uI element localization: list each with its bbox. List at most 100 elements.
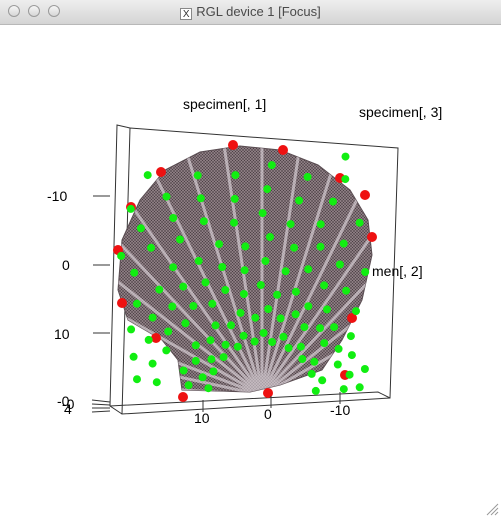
green-landmark xyxy=(184,381,193,390)
green-landmark xyxy=(148,359,157,368)
green-landmark xyxy=(310,357,319,366)
x-tick-label: 10 xyxy=(194,410,210,426)
green-landmark xyxy=(263,185,272,194)
shell-rib xyxy=(261,375,372,392)
green-landmark xyxy=(352,307,360,316)
red-landmark xyxy=(156,167,166,177)
green-landmark xyxy=(311,386,320,395)
green-landmark xyxy=(129,352,138,361)
green-landmark xyxy=(240,266,249,275)
green-landmark xyxy=(204,384,213,393)
shell-rib xyxy=(177,146,264,392)
shell-rib xyxy=(218,146,264,392)
axis-label-specimen-2: men[, 2] xyxy=(372,263,423,279)
title-bar[interactable]: X RGL device 1 [Focus] xyxy=(0,0,501,25)
z-tick-label: -0 xyxy=(62,396,75,412)
green-landmark xyxy=(316,324,324,333)
green-landmark xyxy=(339,239,348,248)
green-landmark xyxy=(181,319,190,328)
green-landmark xyxy=(347,351,356,360)
x11-icon: X xyxy=(180,8,193,20)
green-landmark xyxy=(281,267,290,276)
green-landmark xyxy=(298,355,307,363)
close-button[interactable] xyxy=(8,5,20,17)
red-landmark xyxy=(367,232,377,242)
green-landmark xyxy=(345,370,354,379)
z-tick-label: -0 xyxy=(57,393,70,409)
axis-label-specimen-1: specimen[, 1] xyxy=(183,96,267,112)
red-landmark xyxy=(347,313,357,323)
shell-mesh xyxy=(117,145,373,393)
green-landmark xyxy=(155,285,164,294)
green-landmark xyxy=(143,171,152,180)
y-tick-label: 10 xyxy=(54,326,70,342)
x-tick-label: -10 xyxy=(330,402,351,418)
y-tick-label: -10 xyxy=(47,188,68,204)
shell-rib xyxy=(261,255,372,392)
green-landmark xyxy=(193,171,202,180)
green-landmark xyxy=(218,263,227,271)
green-landmark xyxy=(261,257,270,265)
green-landmark xyxy=(290,243,299,252)
red-landmark xyxy=(228,140,238,150)
green-landmark xyxy=(211,321,220,330)
green-landmark xyxy=(126,204,135,213)
green-landmark xyxy=(162,346,171,355)
green-landmark xyxy=(168,302,177,311)
green-landmark xyxy=(221,340,230,349)
green-landmark xyxy=(320,339,329,348)
green-landmark xyxy=(130,268,139,277)
green-landmark xyxy=(206,336,215,345)
green-landmark xyxy=(264,305,273,313)
green-landmark xyxy=(339,385,348,394)
x-tick-label: 0 xyxy=(264,406,272,422)
red-landmark xyxy=(151,333,161,343)
red-landmark xyxy=(117,298,127,308)
green-landmark xyxy=(169,214,178,222)
green-landmark xyxy=(258,209,267,218)
green-landmark xyxy=(230,194,239,203)
green-landmark xyxy=(215,240,224,249)
green-landmark xyxy=(267,161,276,170)
green-landmark xyxy=(136,224,145,233)
green-landmark xyxy=(355,218,364,227)
resize-grip-icon[interactable] xyxy=(485,502,499,516)
shell-rib xyxy=(261,220,372,392)
green-landmark xyxy=(179,366,188,375)
window-title: X RGL device 1 [Focus] xyxy=(0,4,501,20)
green-landmark xyxy=(303,172,312,181)
rgl-3d-canvas[interactable]: specimen[, 1] specimen[, 3] men[, 2] -10… xyxy=(0,25,501,518)
green-landmark xyxy=(291,287,300,296)
shell-rib xyxy=(138,146,264,392)
green-landmark xyxy=(148,313,157,322)
green-landmark xyxy=(231,171,240,180)
green-landmark xyxy=(276,314,285,323)
green-landmark xyxy=(233,342,242,351)
green-landmark xyxy=(191,341,200,350)
green-landmark xyxy=(316,242,325,251)
green-landmark xyxy=(179,282,188,291)
green-landmark xyxy=(194,256,203,265)
green-landmark xyxy=(335,260,344,269)
green-landmark xyxy=(304,265,313,274)
green-landmark xyxy=(295,196,304,205)
green-landmark xyxy=(133,375,141,384)
green-landmark xyxy=(284,344,293,352)
green-landmark xyxy=(236,308,245,317)
red-landmark xyxy=(278,145,288,155)
shell-rib xyxy=(260,146,306,392)
green-landmark xyxy=(329,197,337,206)
zoom-button[interactable] xyxy=(48,5,60,17)
green-landmark xyxy=(320,281,329,290)
green-landmark xyxy=(341,152,350,161)
green-landmark xyxy=(176,235,184,244)
green-landmark xyxy=(342,286,351,295)
green-landmark xyxy=(164,327,173,336)
minimize-button[interactable] xyxy=(28,5,40,17)
y-tick-label: 0 xyxy=(62,257,70,273)
green-landmark xyxy=(169,263,178,272)
axis-label-specimen-3: specimen[, 3] xyxy=(359,104,443,120)
plot-svg[interactable] xyxy=(0,25,501,518)
green-landmark xyxy=(250,337,259,346)
